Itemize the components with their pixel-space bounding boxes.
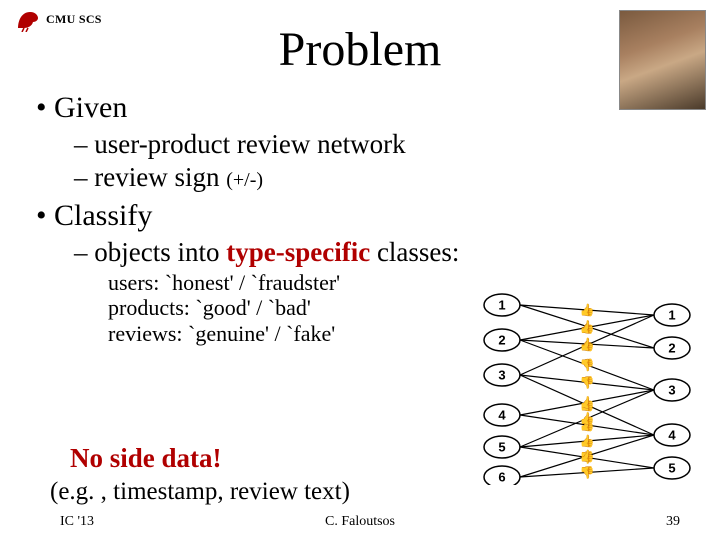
svg-text:👎: 👎 <box>580 358 595 372</box>
svg-text:5: 5 <box>668 461 675 476</box>
svg-text:👍: 👍 <box>580 449 595 463</box>
bipartite-graph: 👍👍👍👍👎👍👎👍👍👍👍👍👎👍👎12345612345 <box>457 285 702 485</box>
svg-text:4: 4 <box>668 428 676 443</box>
svg-text:👍: 👍 <box>580 434 595 448</box>
svg-text:👍: 👍 <box>580 412 595 426</box>
svg-text:1: 1 <box>498 298 505 313</box>
eg-text: (e.g. , timestamp, review text) <box>50 478 350 506</box>
svg-text:3: 3 <box>498 368 505 383</box>
footer-pagenum: 39 <box>666 514 680 530</box>
classify-emph: type-specific <box>226 237 370 267</box>
svg-text:2: 2 <box>498 333 505 348</box>
bullet-given: Given <box>36 91 700 125</box>
svg-text:👍: 👍 <box>580 338 595 352</box>
svg-text:3: 3 <box>668 383 675 398</box>
svg-text:1: 1 <box>668 308 675 323</box>
svg-text:👎: 👎 <box>580 466 595 480</box>
svg-text:👍: 👍 <box>580 303 595 317</box>
svg-text:5: 5 <box>498 440 505 455</box>
svg-text:👍: 👍 <box>580 396 595 410</box>
bullet-classify: Classify <box>36 199 700 233</box>
classify-prefix: objects into <box>94 237 226 267</box>
svg-text:👎: 👎 <box>580 376 595 390</box>
given-item-b: review sign (+/-) <box>74 162 700 193</box>
svg-text:👍: 👍 <box>580 321 595 335</box>
svg-text:2: 2 <box>668 341 675 356</box>
given-b-suffix: (+/-) <box>226 169 263 191</box>
svg-text:6: 6 <box>498 470 505 485</box>
given-item-a: user-product review network <box>74 129 700 160</box>
svg-text:4: 4 <box>498 408 506 423</box>
classify-suffix: classes: <box>370 237 459 267</box>
slide-title: Problem <box>0 22 720 77</box>
given-b-prefix: review sign <box>94 162 226 192</box>
no-side-data: No side data! <box>70 443 222 474</box>
footer-author: C. Faloutsos <box>0 514 720 530</box>
classify-item: objects into type-specific classes: <box>74 237 700 268</box>
